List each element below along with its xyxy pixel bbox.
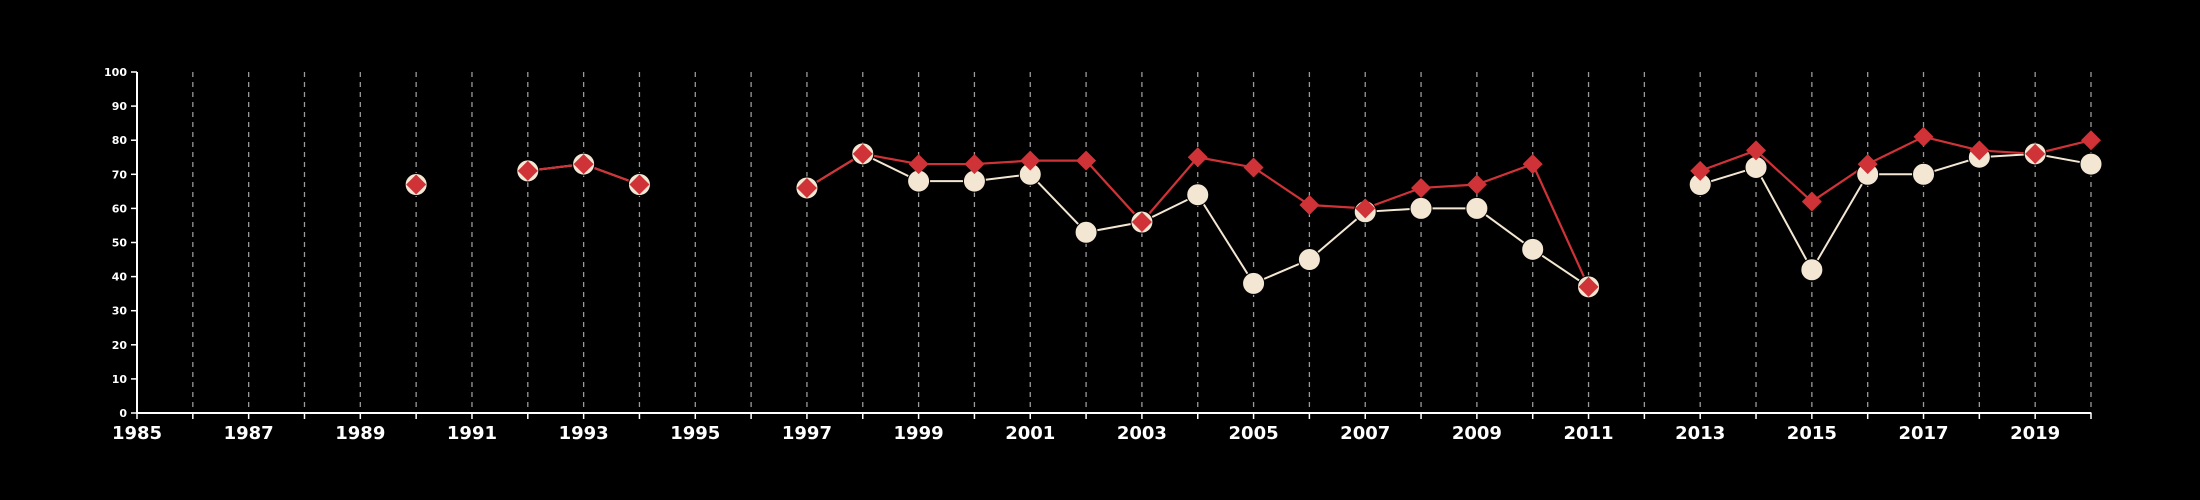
x-tick-label: 1985 (112, 423, 162, 444)
y-tick-label: 30 (112, 305, 128, 318)
data-series (404, 126, 2103, 299)
diamond-series-point (629, 174, 650, 195)
circle-series-point (1800, 258, 1824, 282)
y-tick-label: 80 (112, 134, 128, 147)
x-tick-label: 2001 (1005, 423, 1055, 444)
diamond-series-point (1578, 276, 1599, 297)
x-tick-label: 2007 (1340, 423, 1390, 444)
y-tick-label: 10 (112, 373, 128, 386)
x-tick-label: 1995 (670, 423, 720, 444)
y-tick-label: 20 (112, 339, 128, 352)
y-tick-label: 50 (112, 237, 128, 250)
y-tick-label: 60 (112, 202, 128, 215)
x-tick-label: 2013 (1675, 423, 1725, 444)
circle-series-point (1465, 196, 1489, 220)
circle-series-point (1521, 237, 1545, 261)
circle-series-point (2079, 152, 2103, 176)
y-tick-label: 100 (104, 66, 127, 79)
diamond-series-point (1020, 150, 1041, 171)
diamond-series-point (796, 177, 817, 198)
circle-series-point (1912, 162, 1936, 186)
x-tick-label: 2003 (1117, 423, 1167, 444)
x-tick-label: 1987 (224, 423, 274, 444)
diamond-series-point (908, 154, 929, 175)
x-tick-label: 1991 (447, 423, 497, 444)
circle-series-point (1242, 271, 1266, 295)
y-axis-ticks: 0 10 20 30 40 50 60 70 80 90 100 (104, 66, 137, 420)
circle-series-point (1186, 183, 1210, 207)
diamond-series-point (1187, 147, 1208, 168)
x-tick-label: 2017 (1898, 423, 1948, 444)
x-tick-label: 2019 (2010, 423, 2060, 444)
x-axis-ticks: 1985 1987 1989 1991 1993 1995 1997 1999 2001 2003… (112, 413, 2092, 444)
diamond-series-point (1969, 140, 1990, 161)
circle-series-point (1297, 248, 1321, 272)
x-tick-label: 2015 (1787, 423, 1837, 444)
diamond-series-point (1522, 154, 1543, 175)
x-tick-label: 1997 (782, 423, 832, 444)
x-tick-label: 2011 (1563, 423, 1613, 444)
diamond-series-point (406, 174, 427, 195)
diamond-series-point (1801, 191, 1822, 212)
x-tick-label: 1989 (335, 423, 385, 444)
diamond-series-point (1411, 177, 1432, 198)
vertical-gridlines (192, 72, 2092, 413)
diamond-series-point (1746, 140, 1767, 161)
diamond-series-point (1243, 157, 1264, 178)
y-tick-label: 90 (112, 100, 128, 113)
diamond-series-point (2081, 130, 2101, 151)
diamond-series-point (1690, 160, 1711, 181)
diamond-series-point (1299, 194, 1320, 215)
circle-series-point (1409, 196, 1433, 220)
diamond-series-point (1076, 150, 1097, 171)
diamond-series-point (1466, 174, 1487, 195)
diamond-series-point (964, 154, 985, 175)
circle-series-point (1074, 220, 1098, 244)
diamond-series-point (573, 154, 594, 175)
diamond-series-point (1131, 212, 1152, 233)
y-tick-label: 40 (112, 271, 128, 284)
y-tick-label: 70 (112, 168, 128, 181)
diamond-series-point (1355, 198, 1376, 219)
y-tick-label: 0 (119, 407, 127, 420)
diamond-series-point (1857, 154, 1878, 175)
diamond-series-point (1913, 126, 1934, 147)
diamond-series-point (2025, 143, 2046, 164)
diamond-series-point (517, 160, 538, 181)
x-tick-label: 2009 (1452, 423, 1502, 444)
diamond-series-point (852, 143, 873, 164)
x-tick-label: 1993 (559, 423, 609, 444)
x-tick-label: 2005 (1229, 423, 1279, 444)
x-tick-label: 1999 (894, 423, 944, 444)
